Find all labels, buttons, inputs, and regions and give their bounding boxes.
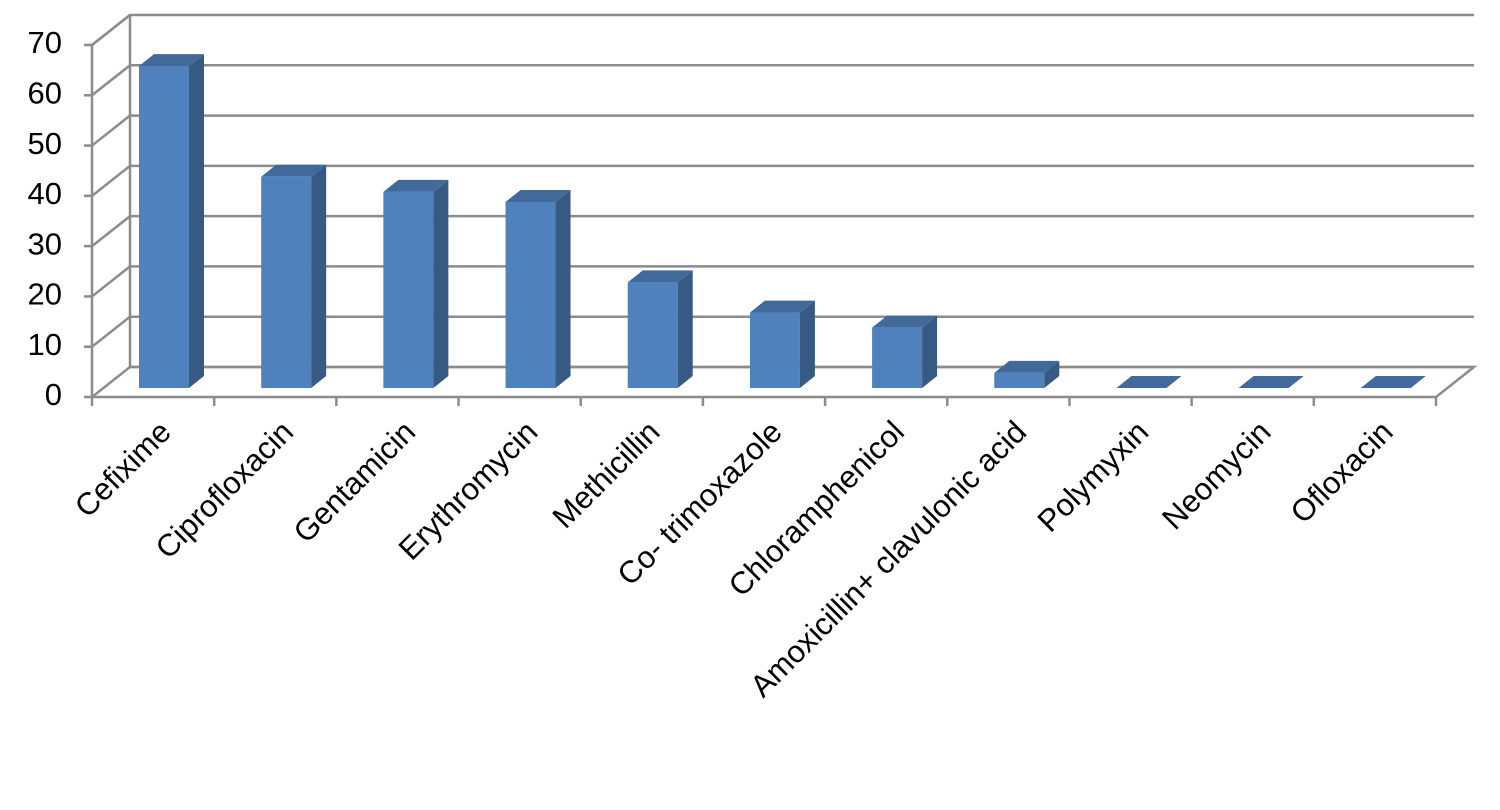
bar-top bbox=[872, 315, 938, 328]
bar bbox=[749, 312, 800, 388]
bar-top bbox=[994, 360, 1060, 373]
bar-top bbox=[1360, 376, 1426, 388]
x-tick-label: Polymyxin bbox=[1031, 414, 1156, 539]
bar bbox=[383, 191, 434, 388]
bar-side bbox=[555, 189, 571, 388]
y-tick-label: 40 bbox=[28, 176, 62, 211]
bar-top bbox=[505, 189, 571, 202]
bar-top bbox=[139, 54, 204, 67]
x-tick-label: Ofloxacin bbox=[1284, 414, 1400, 530]
x-tick-label: Neomycin bbox=[1155, 414, 1277, 536]
bar bbox=[505, 201, 556, 388]
bar-side bbox=[677, 270, 693, 388]
bar-top bbox=[383, 179, 449, 192]
bar-side bbox=[1044, 360, 1060, 388]
x-tick-label: Gentamicin bbox=[287, 414, 423, 550]
x-tick-label: Methicillin bbox=[546, 414, 667, 535]
grid-line bbox=[91, 315, 1474, 348]
axis-wall bbox=[90, 14, 131, 397]
bar-side bbox=[922, 315, 938, 388]
y-tick-label: 60 bbox=[28, 75, 62, 110]
grid-line bbox=[91, 13, 1474, 46]
bar-side bbox=[311, 164, 327, 388]
bar-side bbox=[433, 179, 449, 388]
bar-top bbox=[261, 164, 327, 177]
bar-top bbox=[1116, 376, 1182, 388]
bar-top bbox=[1238, 376, 1304, 388]
bar bbox=[872, 327, 923, 388]
grid-line bbox=[91, 64, 1474, 97]
grid-line bbox=[91, 114, 1474, 147]
grid-line bbox=[91, 265, 1474, 298]
y-tick-label: 30 bbox=[28, 226, 62, 261]
bar-side bbox=[189, 54, 204, 389]
bar bbox=[139, 66, 189, 389]
grid-line bbox=[91, 164, 1474, 197]
y-tick-label: 0 bbox=[45, 377, 62, 412]
y-tick-label: 20 bbox=[28, 277, 62, 312]
bar-side bbox=[799, 300, 815, 388]
bar-top bbox=[749, 300, 815, 313]
grid-line bbox=[91, 214, 1474, 248]
bar bbox=[261, 176, 312, 388]
x-tick-label: Cefixime bbox=[68, 414, 178, 524]
y-tick-label: 70 bbox=[28, 25, 62, 60]
bar bbox=[627, 282, 678, 388]
bar bbox=[994, 372, 1045, 388]
y-tick-label: 10 bbox=[28, 327, 62, 362]
bar-top bbox=[627, 270, 693, 283]
y-tick-label: 50 bbox=[28, 126, 62, 161]
